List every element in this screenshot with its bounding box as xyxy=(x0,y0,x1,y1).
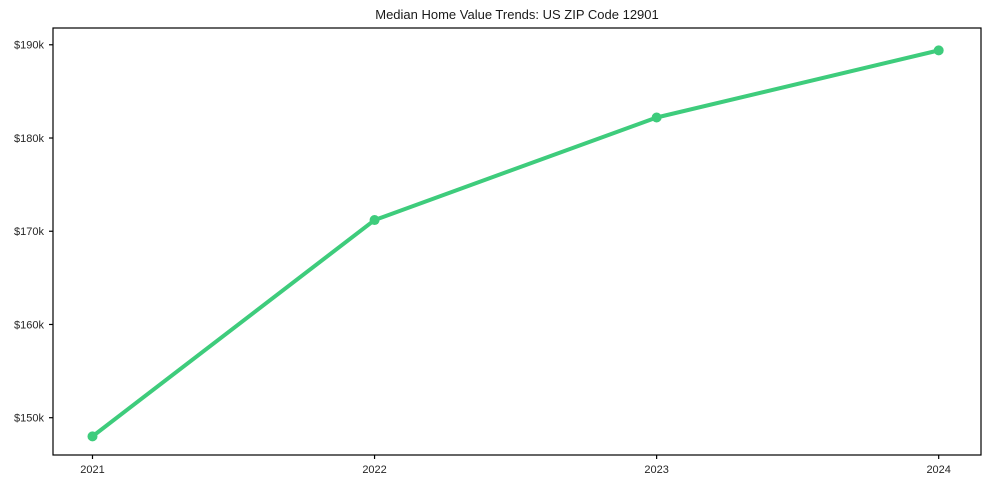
y-tick-label: $180k xyxy=(14,133,44,145)
x-tick-label: 2024 xyxy=(926,464,950,476)
y-tick-label: $190k xyxy=(14,40,44,52)
plot-spines xyxy=(52,27,982,456)
y-tick-label: $160k xyxy=(14,319,44,331)
x-tick-label: 2021 xyxy=(80,464,104,476)
x-tick-label: 2022 xyxy=(362,464,386,476)
data-point-marker xyxy=(369,215,380,226)
data-point-marker xyxy=(87,431,98,442)
y-tick-label: $170k xyxy=(14,226,44,238)
trend-line xyxy=(90,48,941,439)
chart-title: Median Home Value Trends: US ZIP Code 12… xyxy=(375,7,659,22)
x-tick-label: 2023 xyxy=(644,464,668,476)
y-tick-label: $150k xyxy=(14,413,44,425)
data-point-marker xyxy=(651,112,662,123)
data-point-marker xyxy=(933,45,944,56)
